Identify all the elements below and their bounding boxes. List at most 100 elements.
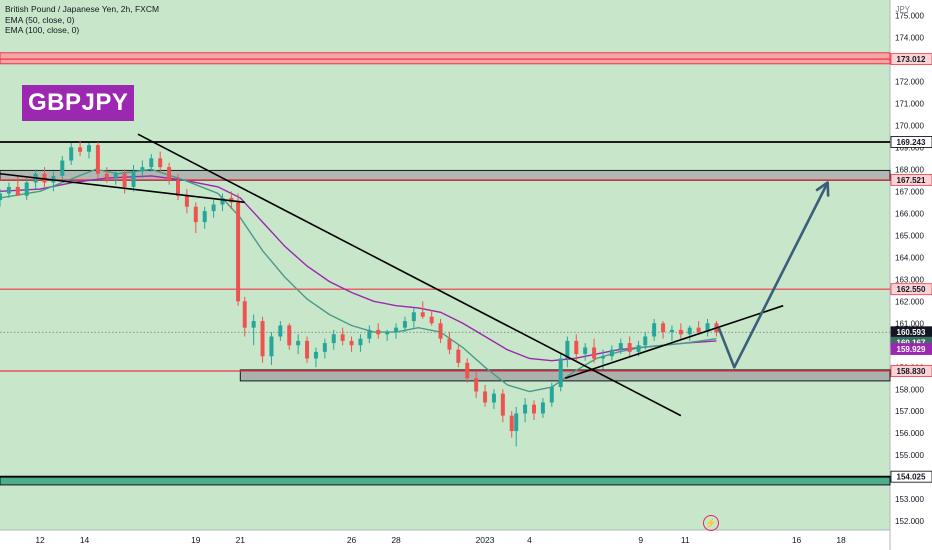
level-tag-bg [890,470,932,483]
legend-ema100[interactable]: EMA (100, close, 0) [5,25,80,35]
level-tag-label: 154.025 [897,473,926,482]
candle-body [394,327,399,333]
candle-body [483,391,488,403]
x-tick-label: 18 [836,535,846,545]
price-axis-unit: JPY [895,5,910,14]
candle-body [558,358,563,388]
level-tag-label: 167.521 [897,176,926,185]
candle-body [305,340,310,359]
ema50-line [0,168,717,393]
candle-body [340,334,345,341]
candle-body [565,340,570,359]
candle-body [202,211,207,223]
x-tick-label: 4 [527,535,532,545]
candle-body [549,387,554,403]
candle-body [669,329,674,333]
candle-body [491,393,496,403]
candle-body [95,145,100,174]
early-descending-line [0,172,245,204]
chart-legend: British Pound / Japanese Yen, 2h, FXCM E… [5,4,159,36]
candle-body [583,347,588,355]
upper-resistance-zone [0,52,891,65]
y-tick-label: 156.000 [895,429,924,438]
level-tag-bg [890,173,932,186]
candle-body [509,415,514,432]
candle-body [78,147,83,152]
x-tick-label: 16 [792,535,802,545]
candle-body [438,323,443,339]
y-tick-label: 165.000 [895,231,924,240]
x-tick-label: 12 [35,535,45,545]
lower-zone [0,476,891,486]
level-tag-bg [890,283,932,296]
candle-body [429,316,434,324]
y-tick-label: 172.000 [895,77,924,86]
time-axis-background [0,530,890,550]
y-tick-label: 171.000 [895,99,924,108]
level-tag-label: 162.550 [897,285,926,294]
candle-body [193,206,198,223]
support-zone [239,369,891,382]
candle-body [456,349,461,363]
candle-body [176,180,180,196]
ticker-label: GBPJPY [22,85,135,121]
candle-body [6,186,11,194]
y-tick-label: 162.000 [895,297,924,306]
x-tick-label: 2023 [476,535,495,545]
candle-body [661,323,666,333]
candle-body [331,334,336,344]
ema100-line [0,175,717,362]
y-tick-label: 166.000 [895,209,924,218]
chart-background [0,0,890,530]
candle-body [592,347,597,359]
candle-body [87,145,91,152]
ema50-price-tag-label: 159.929 [897,345,926,354]
level-tag-bg [890,53,932,66]
candle-body [140,167,145,172]
candle-body [269,336,274,357]
candle-body [24,182,29,196]
candle-body [296,340,301,346]
candle-body [220,197,225,205]
candle-body [540,402,545,414]
level-tag-label: 173.012 [897,55,926,64]
candle-body [113,173,118,179]
lightning-icon[interactable]: ⚡ [703,515,719,531]
candle-body [167,167,172,181]
candle-body [251,321,256,328]
legend-ema50[interactable]: EMA (50, close, 0) [5,14,75,25]
level-tag-label: 158.830 [897,367,926,376]
candle-body [242,301,247,328]
candle-body [411,312,416,322]
candle-body [574,340,579,355]
candle-body [627,343,632,352]
downtrend-line [137,133,682,417]
y-tick-label: 163.000 [895,275,924,284]
candle-body [600,356,605,359]
candle-body [687,327,692,335]
ema50-price-tag-bg [890,343,932,355]
candle-body [184,195,189,207]
level-tag-bg [890,136,932,148]
x-tick-label: 28 [391,535,401,545]
candle-body [236,202,241,302]
candle-body [618,343,623,350]
candle-body [60,160,65,176]
y-tick-label: 157.000 [895,407,924,416]
legend-symbol[interactable]: British Pound / Japanese Yen, 2h, FXCM [5,4,160,14]
x-tick-label: 14 [80,535,90,545]
candle-body [260,321,265,357]
y-tick-label: 167.000 [895,187,924,196]
candle-body [514,413,519,432]
candle-body [367,329,372,339]
candle-body [705,323,710,333]
candle-body [402,321,407,328]
level-tag-label: 169.243 [897,138,926,147]
y-tick-label: 161.000 [895,319,924,328]
candle-body [376,329,381,335]
y-tick-label: 164.000 [895,253,924,262]
candle-body [523,404,528,414]
candle-body [149,158,154,168]
